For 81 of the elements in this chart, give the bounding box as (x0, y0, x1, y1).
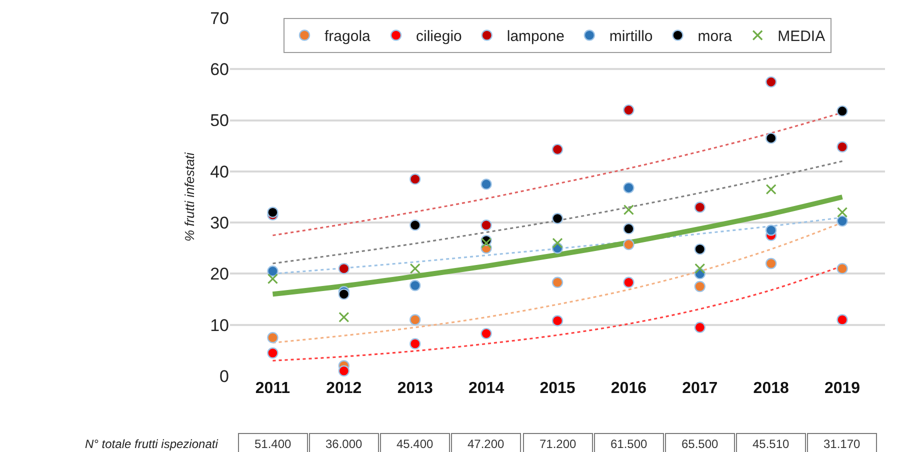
point (267, 274, 278, 284)
point (410, 263, 420, 274)
x-tick-label: 2016 (610, 380, 647, 397)
point (623, 204, 634, 216)
point (765, 224, 777, 236)
point (552, 315, 564, 326)
text: 31.170 (823, 437, 861, 451)
point (836, 263, 848, 274)
text: N° totale frutti ispezionati (85, 437, 218, 451)
x-tick-label: 2012 (326, 380, 362, 397)
point (765, 76, 777, 88)
point (694, 280, 706, 292)
point (623, 104, 634, 116)
point (836, 141, 848, 152)
x-tick-label: 2018 (753, 380, 789, 397)
point (410, 174, 421, 185)
y-axis-title: % frutti infestati (182, 151, 197, 242)
point (552, 238, 563, 248)
x-tick-label: 2019 (824, 380, 860, 397)
point (338, 263, 350, 274)
point (623, 182, 634, 194)
point (410, 220, 421, 231)
text: 36.000 (325, 437, 363, 451)
point (410, 280, 421, 292)
text: 65.500 (681, 437, 719, 451)
point (836, 105, 848, 117)
point (338, 365, 350, 376)
line-series (272, 160, 844, 264)
text: 71.200 (539, 437, 577, 451)
point (267, 332, 278, 344)
point (267, 266, 278, 277)
point (410, 314, 421, 326)
point (836, 215, 848, 227)
y-tick-label: 70 (210, 8, 229, 28)
point (480, 328, 492, 340)
point (480, 220, 492, 231)
y-tick-label: 0 (220, 366, 229, 386)
point (836, 314, 848, 326)
legend-label: lampone (506, 28, 564, 46)
text: 51.400 (254, 437, 292, 451)
point (765, 258, 777, 270)
point (552, 276, 564, 288)
point (267, 347, 278, 359)
x-tick-label: 2017 (682, 380, 718, 397)
point (410, 338, 421, 350)
point (623, 276, 634, 288)
point (552, 212, 564, 224)
point (481, 238, 492, 248)
y-tick-label: 10 (210, 316, 229, 335)
legend-label: ciliegio (416, 28, 462, 46)
point (338, 288, 350, 300)
point (694, 202, 706, 213)
y-tick-label: 30 (210, 214, 229, 233)
point (623, 223, 634, 234)
point (836, 207, 848, 218)
y-tick-label: 40 (210, 162, 229, 182)
text: 61.500 (610, 437, 648, 451)
y-tick-label: 20 (210, 264, 229, 284)
x-tick-label: 2011 (255, 380, 290, 397)
x-tick-label: 2015 (540, 380, 576, 397)
legend-label: MEDIA (778, 28, 826, 46)
point (338, 312, 350, 322)
x-tick-label: 2014 (468, 380, 504, 397)
legend-label: mirtillo (609, 28, 653, 46)
text: 45.510 (752, 437, 790, 451)
point (766, 184, 776, 195)
point (267, 206, 278, 218)
point (694, 244, 706, 255)
point (480, 178, 492, 190)
point (694, 322, 706, 334)
point (694, 263, 706, 274)
x-tick-label: 2013 (397, 380, 434, 397)
text: 47.200 (467, 437, 505, 451)
point (623, 238, 634, 250)
legend-label: fragola (324, 28, 372, 46)
y-tick-label: 60 (210, 60, 229, 80)
y-tick-label: 50 (210, 111, 229, 130)
legend-label: mora (698, 28, 733, 46)
text: 45.400 (396, 437, 434, 451)
point (552, 144, 564, 156)
point (765, 132, 777, 144)
